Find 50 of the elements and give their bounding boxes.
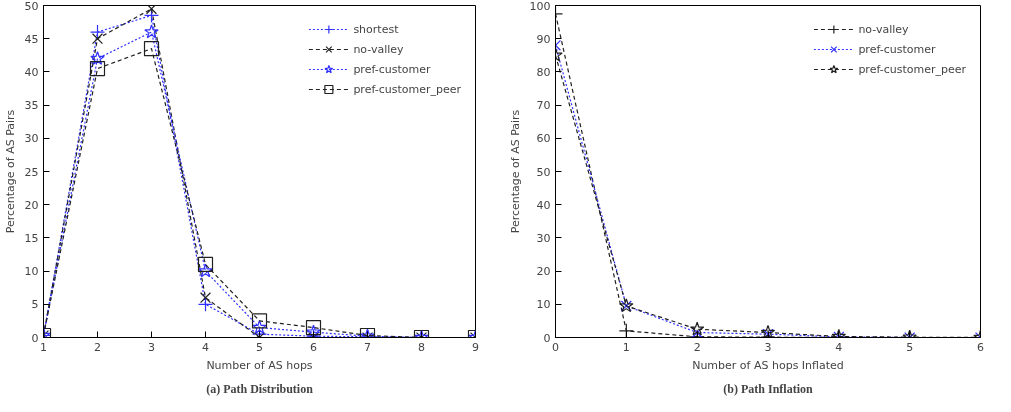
x-tick-label: 5 — [256, 340, 263, 354]
y-tick-label: 5 — [31, 298, 39, 312]
x-tick-label: 4 — [835, 340, 843, 354]
x-tick-label: 3 — [764, 340, 772, 354]
y-tick-label: 25 — [24, 165, 39, 179]
y-tick-label: 100 — [529, 0, 551, 13]
y-tick-label: 45 — [24, 32, 39, 46]
y-tick-label: 35 — [24, 99, 39, 113]
y-tick-label: 20 — [536, 265, 551, 279]
y-tick-label: 0 — [543, 331, 551, 345]
y-tick-label: 10 — [536, 298, 551, 312]
text: (a) Path Distribution — [206, 381, 314, 396]
y-tick-label: 50 — [536, 165, 551, 179]
x-tick-label: 1 — [40, 340, 47, 354]
x-tick-label: 8 — [418, 340, 425, 354]
y-tick-label: 90 — [536, 32, 551, 46]
y-axis-title: Percentage of AS Pairs — [508, 109, 522, 234]
x-tick-label: 3 — [148, 340, 155, 354]
text: (b) Path Inflation — [723, 381, 813, 396]
x-axis-title: Number of AS hops — [206, 358, 313, 372]
x-tick-label: 2 — [94, 340, 101, 354]
y-tick-label: 30 — [24, 132, 39, 146]
y-axis-title: Percentage of AS Pairs — [3, 109, 17, 234]
y-tick-label: 40 — [536, 198, 551, 212]
y-tick-label: 50 — [24, 0, 39, 13]
x-tick-label: 6 — [977, 340, 984, 354]
x-tick-label: 9 — [472, 340, 479, 354]
legend-label: pref-customer_peer — [858, 62, 966, 76]
y-tick-label: 20 — [24, 198, 39, 212]
y-tick-label: 40 — [24, 65, 39, 79]
y-tick-label: 10 — [24, 265, 39, 279]
legend-label: no-valley — [353, 42, 404, 56]
x-tick-label: 7 — [364, 340, 371, 354]
legend-label: pref-customer — [353, 62, 431, 76]
y-tick-label: 30 — [536, 231, 551, 245]
y-tick-label: 15 — [24, 231, 39, 245]
x-axis-title: Number of AS hops Inflated — [692, 358, 844, 372]
x-tick-label: 5 — [906, 340, 914, 354]
y-tick-label: 60 — [536, 132, 551, 146]
legend-label: shortest — [353, 22, 399, 36]
x-tick-label: 1 — [622, 340, 630, 354]
legend-label: pref-customer_peer — [353, 82, 461, 96]
x-tick-label: 4 — [202, 340, 209, 354]
x-tick-label: 6 — [310, 340, 317, 354]
y-tick-label: 80 — [536, 65, 551, 79]
x-tick-label: 2 — [693, 340, 701, 354]
y-tick-label: 0 — [31, 331, 39, 345]
y-tick-label: 70 — [536, 99, 551, 113]
legend-label: no-valley — [858, 22, 909, 36]
legend-label: pref-customer — [858, 42, 936, 56]
